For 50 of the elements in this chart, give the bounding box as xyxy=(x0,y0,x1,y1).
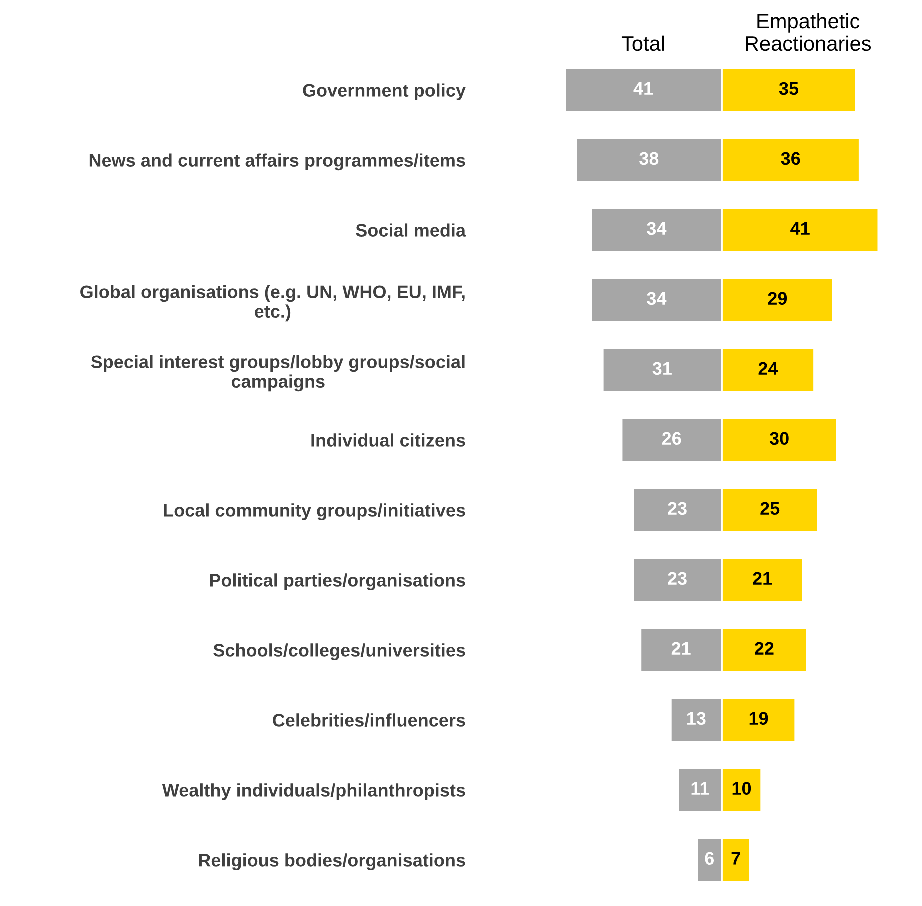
y-tick-label: Celebrities/influencers xyxy=(273,714,466,728)
data-label: 30 xyxy=(770,432,789,446)
data-label: 13 xyxy=(688,712,706,726)
bar xyxy=(722,279,832,322)
data-label: 35 xyxy=(779,82,799,96)
data-label: 26 xyxy=(662,432,682,446)
y-tick-label: Individual citizens xyxy=(312,434,466,447)
data-label: 21 xyxy=(753,572,772,585)
data-label: 21 xyxy=(672,642,691,655)
bar xyxy=(722,699,795,742)
data-label: 19 xyxy=(750,712,768,726)
y-tick-label: Religious bodies/organisations xyxy=(199,854,466,870)
y-tick-label: Government policy xyxy=(303,84,466,101)
data-label: 41 xyxy=(790,222,810,235)
bar xyxy=(722,139,859,182)
bar xyxy=(722,769,761,812)
bar xyxy=(722,489,818,532)
bar xyxy=(722,839,750,882)
data-label: 41 xyxy=(634,82,654,95)
data-label: 22 xyxy=(755,642,774,655)
y-tick-label: Special interest groups/lobby groups/social campaigns xyxy=(91,355,465,392)
data-label: 23 xyxy=(668,572,687,586)
data-label: 10 xyxy=(732,782,752,795)
y-tick-label: Wealthy individuals/philanthropists xyxy=(162,784,466,800)
bar xyxy=(722,629,806,672)
y-tick-label: Schools/colleges/universities xyxy=(214,644,466,661)
data-label: 25 xyxy=(760,502,780,516)
bar xyxy=(722,419,836,462)
y-tick-label: Social media xyxy=(356,224,466,237)
data-label: 31 xyxy=(652,362,672,376)
bar xyxy=(722,209,878,252)
data-label: 6 xyxy=(705,852,714,865)
bar xyxy=(722,559,802,602)
data-label: 38 xyxy=(640,152,659,166)
data-label: 11 xyxy=(692,782,710,795)
series-label: Total xyxy=(622,36,664,52)
data-label: 7 xyxy=(732,852,740,865)
data-label: 24 xyxy=(758,362,778,375)
data-label: 34 xyxy=(647,292,667,306)
data-label: 34 xyxy=(647,222,667,236)
data-label: 23 xyxy=(668,502,687,516)
y-tick-label: Political parties/organisations xyxy=(210,574,466,591)
data-label: 36 xyxy=(781,152,800,166)
bar xyxy=(722,69,856,112)
data-label: 29 xyxy=(768,292,788,306)
y-tick-label: News and current affairs programmes/items xyxy=(90,154,466,171)
series-label: Empathetic Reactionaries xyxy=(746,13,872,52)
bar xyxy=(722,349,814,392)
y-tick-label: Local community groups/initiatives xyxy=(164,504,466,521)
y-tick-label: Global organisations (e.g. UN, WHO, EU, IMF, etc.) xyxy=(80,285,465,322)
